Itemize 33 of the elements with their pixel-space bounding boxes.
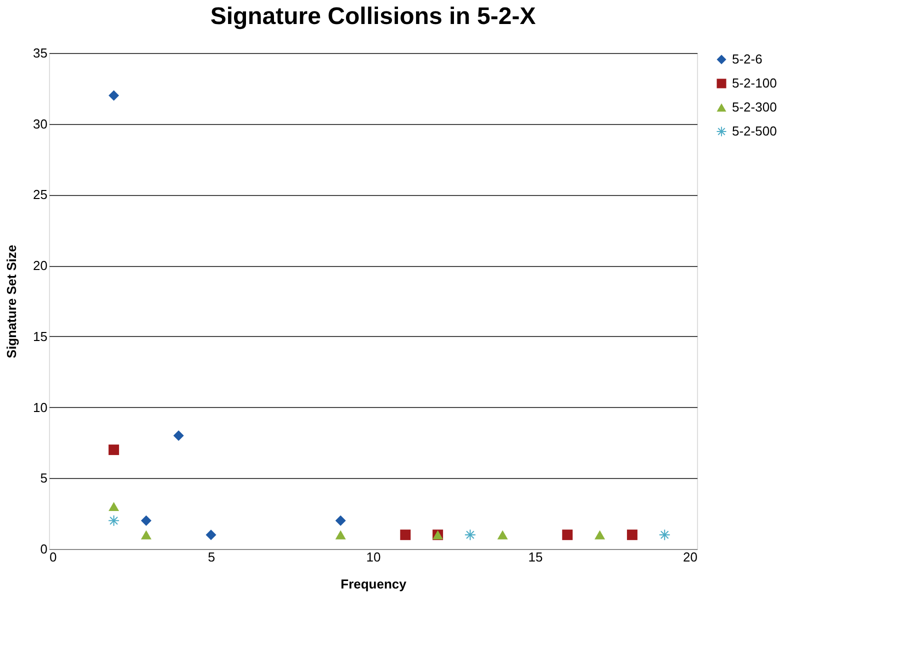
- y-tick-label: 25: [33, 187, 48, 202]
- x-tick-label: 15: [528, 550, 543, 564]
- legend-label: 5-2-500: [732, 124, 777, 138]
- chart-title: Signature Collisions in 5-2-X: [210, 3, 536, 30]
- x-axis-title: Frequency: [340, 576, 408, 592]
- point: [594, 530, 606, 540]
- point: [497, 530, 508, 540]
- legend-label: 5-2-6: [732, 52, 762, 66]
- y-axis-title: Signature Set Size: [4, 244, 20, 358]
- point: [140, 515, 152, 526]
- point: [173, 430, 184, 441]
- point: [335, 515, 346, 526]
- legend-label: 5-2-100: [732, 76, 777, 90]
- point: [400, 530, 411, 540]
- y-tick-label: 35: [33, 46, 48, 60]
- x-tick-label: 5: [208, 550, 216, 564]
- legend-label: 5-2-300: [732, 100, 777, 114]
- point: [335, 530, 346, 540]
- point: [206, 530, 216, 540]
- y-tick-label: 5: [40, 470, 48, 486]
- y-tick-label: 30: [33, 116, 48, 132]
- point: [108, 90, 120, 101]
- point: [140, 530, 152, 540]
- x-tick-label: 0: [50, 550, 57, 564]
- point: [562, 530, 573, 540]
- y-tick-label: 20: [33, 258, 48, 274]
- y-tick-label: 15: [33, 328, 48, 344]
- x-tick-label: 20: [683, 550, 698, 564]
- point: [626, 530, 638, 540]
- point: [108, 502, 120, 512]
- point: [108, 444, 120, 456]
- x-tick-label: 10: [366, 550, 381, 564]
- y-tick-label: 10: [33, 400, 48, 415]
